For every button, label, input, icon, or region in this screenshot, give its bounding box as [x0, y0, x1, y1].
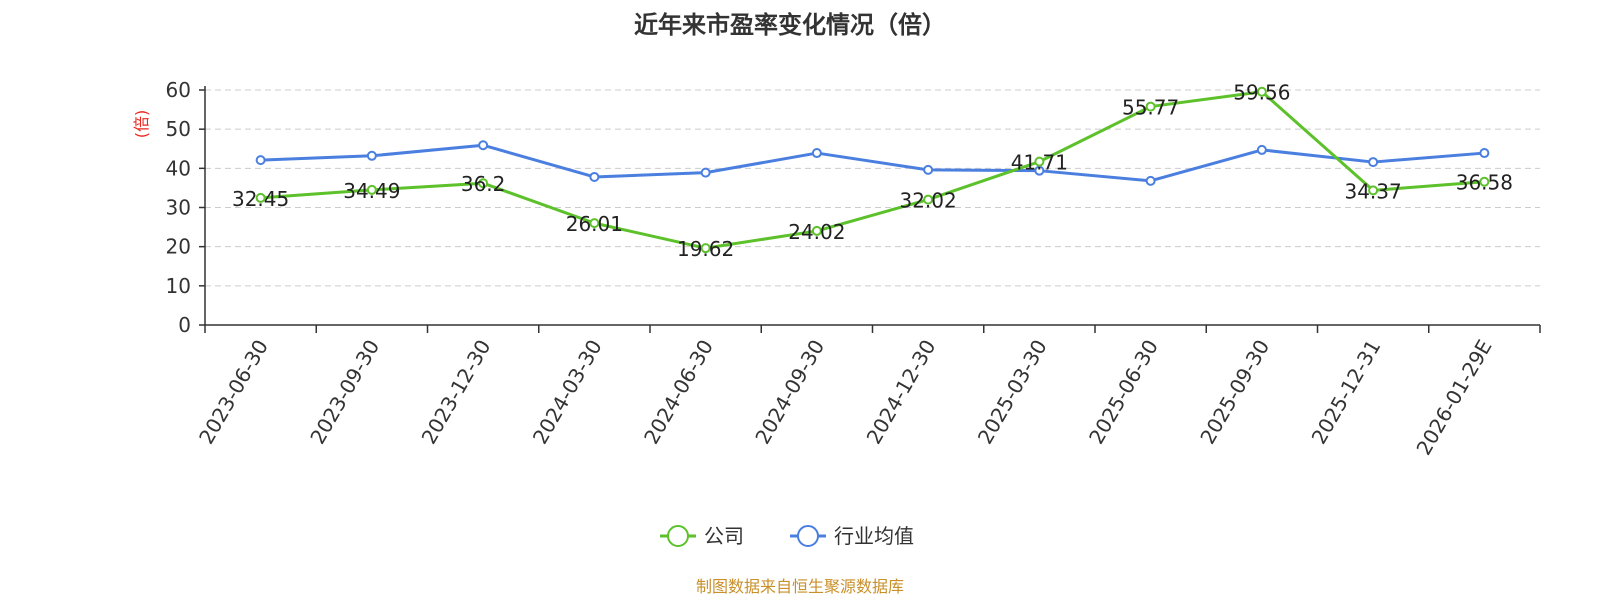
x-tick-label: 2023-09-30 — [305, 336, 384, 449]
y-tick-label: 40 — [166, 156, 191, 180]
data-point — [478, 140, 489, 151]
data-point — [589, 171, 600, 182]
data-point — [255, 155, 266, 166]
x-tick-label: 2025-09-30 — [1195, 336, 1274, 449]
x-tick-label: 2024-12-30 — [862, 336, 941, 449]
data-point — [366, 184, 377, 195]
data-point — [811, 225, 822, 236]
legend-label: 公司 — [704, 524, 744, 548]
data-label: 24.02 — [788, 220, 845, 244]
data-point — [1479, 148, 1490, 159]
data-point — [1145, 101, 1156, 112]
x-tick-label: 2023-06-30 — [194, 336, 273, 449]
x-tick-label: 2023-12-30 — [417, 336, 496, 449]
data-point — [1368, 185, 1379, 196]
legend-label: 行业均值 — [834, 524, 914, 548]
legend-marker — [667, 525, 689, 547]
data-point — [700, 167, 711, 178]
legend[interactable]: 公司 行业均值 — [660, 524, 914, 548]
series-line — [260, 143, 1485, 183]
data-point — [1368, 157, 1379, 168]
data-point — [811, 148, 822, 159]
data-label: 36.2 — [461, 172, 506, 196]
x-tick-label: 2024-09-30 — [750, 336, 829, 449]
data-label: 32.02 — [899, 189, 956, 213]
x-tick-label: 2026-01-29E — [1411, 336, 1496, 460]
y-tick-label: 50 — [166, 117, 191, 141]
y-tick-label: 20 — [166, 235, 191, 259]
data-point — [1479, 176, 1490, 187]
data-point — [1034, 156, 1045, 167]
data-point — [366, 150, 377, 161]
data-point — [1256, 86, 1267, 97]
x-tick-label: 2025-03-30 — [973, 336, 1052, 449]
data-point — [1145, 175, 1156, 186]
source-note: 制图数据来自恒生聚源数据库 — [696, 577, 904, 596]
y-tick-label: 10 — [166, 274, 191, 298]
legend-item[interactable]: 公司 — [660, 524, 744, 548]
data-label: 32.45 — [232, 187, 289, 211]
data-label: 26.01 — [566, 212, 623, 236]
y-axis-label: (倍) — [132, 110, 151, 139]
y-tick-label: 0 — [178, 313, 191, 337]
legend-marker — [797, 525, 819, 547]
data-label: 55.77 — [1122, 96, 1179, 120]
data-label: 36.58 — [1456, 171, 1513, 195]
data-point — [478, 178, 489, 189]
data-label: 41.71 — [1011, 151, 1068, 175]
data-point — [923, 164, 934, 175]
y-tick-label: 60 — [166, 78, 191, 102]
data-label: 19.62 — [677, 237, 734, 261]
data-label: 59.56 — [1233, 81, 1290, 105]
x-tick-label: 2025-06-30 — [1084, 336, 1163, 449]
series-lines — [255, 86, 1490, 254]
data-labels: 32.45 34.49 36.2 26.01 19.62 24.02 32.02 41.71 5… — [232, 81, 1513, 261]
chart-title: 近年来市盈率变化情况（倍） — [634, 11, 946, 39]
x-tick-label: 2024-06-30 — [639, 336, 718, 449]
data-point — [589, 218, 600, 229]
grid-lines — [205, 89, 1540, 287]
data-point — [923, 194, 934, 205]
x-tick-label: 2025-12-31 — [1307, 336, 1386, 449]
axes: 0 10 20 30 40 50 60 2023-06-30 2023-09-30 2023-12… — [166, 78, 1541, 460]
x-tick-label: 2024-03-30 — [528, 336, 607, 449]
data-label: 34.37 — [1344, 179, 1401, 203]
data-label: 34.49 — [343, 179, 400, 203]
data-point — [1034, 165, 1045, 176]
y-tick-label: 30 — [166, 196, 191, 220]
legend-item[interactable]: 行业均值 — [790, 524, 914, 548]
data-point — [1256, 144, 1267, 155]
data-point — [255, 192, 266, 203]
data-point — [700, 243, 711, 254]
series-line — [260, 90, 1485, 250]
